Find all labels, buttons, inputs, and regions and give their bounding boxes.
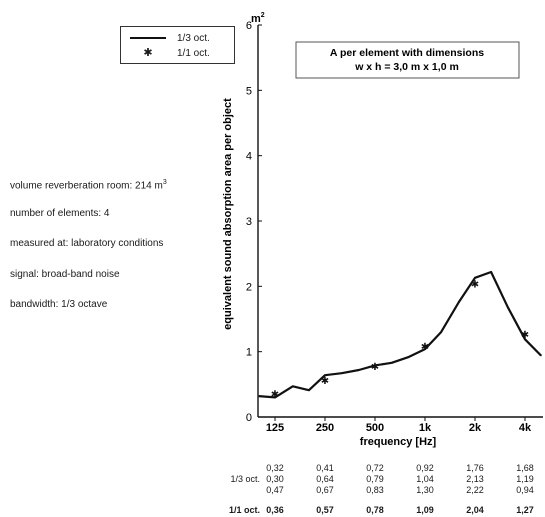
table-cell-third-octave: 0,94 [516, 485, 534, 495]
data-point-third-octave [358, 369, 360, 371]
y-tick-label: 1 [246, 347, 252, 359]
table-cell-third-octave: 2,22 [466, 485, 484, 495]
data-point-third-octave [524, 338, 526, 340]
data-point-third-octave [474, 277, 476, 279]
annotation-frame [295, 41, 520, 79]
table-cell-third-octave: 1,19 [516, 474, 534, 484]
annotation-box: A per element with dimensions w x h = 3,… [295, 41, 520, 79]
x-tick-label: 2k [469, 422, 482, 434]
y-axis-title: equivalent sound absorption area per obj… [222, 98, 234, 330]
absorption-chart: A per element with dimensions w x h = 3,… [222, 12, 543, 448]
x-tick-label: 250 [316, 422, 334, 434]
info-measured: measured at: laboratory conditions [10, 238, 164, 249]
table-cell-third-octave: 0,83 [366, 485, 384, 495]
table-cell-octave: 2,04 [466, 505, 484, 515]
table-cell-octave: 0,57 [316, 505, 334, 515]
data-point-third-octave [308, 389, 310, 391]
legend-item-third-octave: 1/3 oct. [129, 31, 210, 45]
table-cell-octave: 1,27 [516, 505, 534, 515]
annotation-line-2: w x h = 3,0 m x 1,0 m [354, 61, 459, 73]
y-unit-letter: m [251, 13, 261, 25]
table-cell-third-octave: 2,13 [466, 474, 484, 484]
info-signal: signal: broad-band noise [10, 268, 120, 280]
series-line-third-octave [258, 270, 542, 399]
legend-label-third-octave: 1/3 oct. [177, 32, 210, 44]
data-point-third-octave [507, 306, 509, 308]
data-point-third-octave [391, 362, 393, 364]
data-point-third-octave [324, 374, 326, 376]
data-point-third-octave [458, 301, 460, 303]
y-tick-label: 6 [246, 20, 252, 32]
data-point-third-octave [490, 271, 492, 273]
table-cell-third-octave: 1,04 [416, 474, 434, 484]
table-cell-octave: 0,78 [366, 505, 384, 515]
asterisk-marker-icon: ✱ [143, 47, 153, 59]
x-tick-label: 1k [419, 422, 432, 434]
data-point-octave: ✱ [471, 280, 479, 291]
chart-axes [257, 24, 543, 421]
table-cell-octave: 1,09 [416, 505, 434, 515]
y-tick-label: 0 [246, 412, 252, 424]
x-tick-labels: 125 250 500 1k 2k 4k [266, 422, 532, 434]
y-tick-label: 5 [246, 85, 252, 97]
table-cell-third-octave: 0,32 [266, 463, 284, 473]
table-label-octave: 1/1 oct. [228, 505, 260, 515]
table-cell-third-octave: 1,30 [416, 485, 434, 495]
table-cell-third-octave: 0,67 [316, 485, 334, 495]
table-cell-octave: 0,36 [266, 505, 284, 515]
annotation-line-1: A per element with dimensions [330, 47, 484, 59]
table-cell-third-octave: 0,64 [316, 474, 334, 484]
info-volume-superscript: 3 [162, 179, 167, 186]
data-point-third-octave [258, 395, 260, 397]
solid-line-icon [129, 31, 167, 45]
info-volume-text: volume reverberation room: 214 m [10, 180, 163, 192]
data-point-octave: ✱ [321, 376, 329, 387]
series-octave: ✱ ✱ ✱ ✱ ✱ ✱ [271, 280, 529, 401]
legend-label-octave: 1/1 oct. [177, 47, 210, 59]
data-point-third-octave [274, 396, 276, 398]
data-point-third-octave [408, 356, 410, 358]
table-cell-third-octave: 0,72 [366, 463, 384, 473]
table-cell-third-octave: 0,47 [266, 485, 284, 495]
table-cell-third-octave: 0,30 [266, 474, 284, 484]
data-point-third-octave [424, 348, 426, 350]
table-cell-third-octave: 0,41 [316, 463, 334, 473]
table-cell-third-octave: 1,76 [466, 463, 484, 473]
data-point-octave: ✱ [271, 389, 279, 400]
table-cell-third-octave: 0,92 [416, 463, 434, 473]
data-point-third-octave [341, 372, 343, 374]
y-tick-labels: 0 1 2 3 4 5 6 [246, 20, 252, 424]
x-tick-label: 500 [366, 422, 384, 434]
info-volume: volume reverberation room: 214 m3 [10, 176, 167, 207]
series-third-octave [258, 270, 542, 399]
y-unit-superscript: 2 [261, 12, 265, 19]
info-bandwidth: bandwidth: 1/3 octave [10, 299, 108, 310]
table-cell-third-octave: 1,68 [516, 463, 534, 473]
table-label-third-octave: 1/3 oct. [230, 474, 260, 484]
y-tick-label: 3 [246, 216, 252, 228]
data-point-octave: ✱ [521, 330, 529, 341]
data-point-third-octave [292, 385, 294, 387]
y-tick-label: 2 [246, 281, 252, 293]
data-point-third-octave [540, 354, 542, 357]
legend-item-octave: ✱ 1/1 oct. [129, 46, 210, 60]
info-elements: number of elements: 4 [10, 207, 110, 219]
data-point-third-octave [440, 331, 442, 333]
x-axis-title: frequency [Hz] [360, 436, 437, 448]
table-cell-third-octave: 0,79 [366, 474, 384, 484]
y-unit-label: m2 [251, 12, 265, 25]
chart-legend: 1/3 oct. ✱ 1/1 oct. [120, 26, 235, 64]
x-tick-label: 125 [266, 422, 284, 434]
data-point-octave: ✱ [421, 342, 429, 353]
values-table: 0,32 0,41 0,72 0,92 1,76 1,68 0,30 0,64 0,79 1,04… [0, 462, 545, 517]
data-point-third-octave [374, 364, 376, 366]
x-tick-label: 4k [519, 422, 532, 434]
measurement-info: volume reverberation room: 214 m3 number… [10, 176, 167, 329]
data-point-octave: ✱ [371, 362, 379, 373]
y-tick-label: 4 [246, 151, 252, 163]
